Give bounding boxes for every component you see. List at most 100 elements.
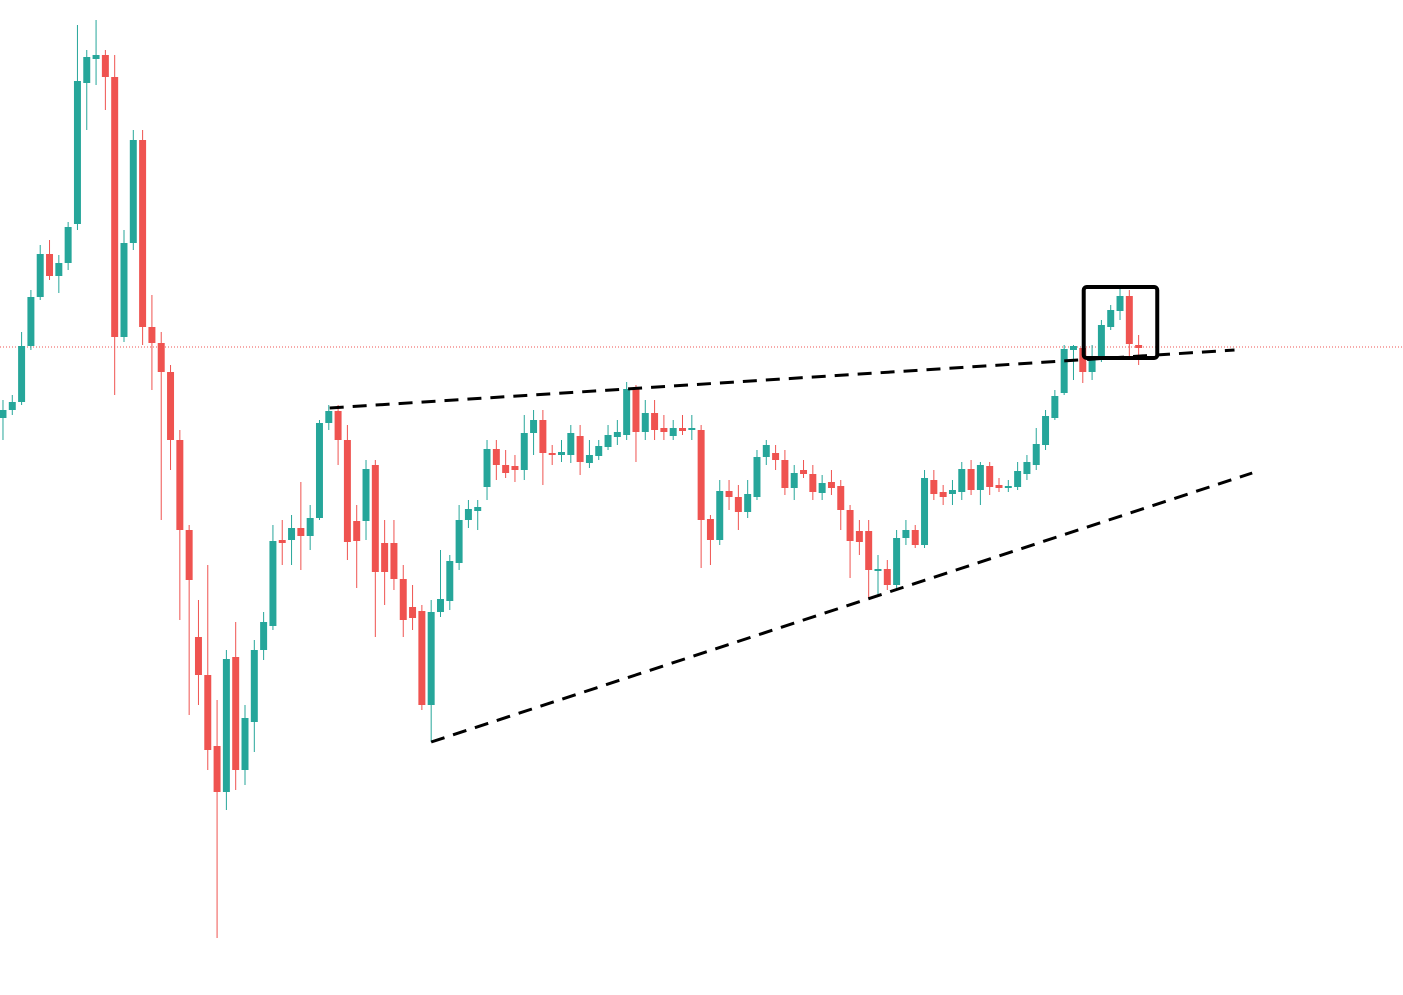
candle-body xyxy=(213,746,221,792)
candle-body xyxy=(222,659,230,792)
candle-body xyxy=(1004,486,1012,488)
candle-body xyxy=(185,530,193,580)
candle-body xyxy=(1097,325,1105,359)
candle-body xyxy=(250,650,258,722)
candle-body xyxy=(111,77,119,337)
candle-body xyxy=(865,531,873,570)
candle-body xyxy=(446,561,454,601)
candle-body xyxy=(744,494,752,512)
candle-body xyxy=(120,243,128,337)
candle-body xyxy=(790,473,798,488)
candle-body xyxy=(371,465,379,572)
candle-body xyxy=(1051,396,1059,418)
candle-body xyxy=(1032,444,1040,465)
candle-body xyxy=(1014,471,1022,487)
candle-body xyxy=(83,57,91,83)
candle-body xyxy=(846,510,854,541)
candle-body xyxy=(269,541,277,626)
candle-body xyxy=(585,455,593,463)
candle-body xyxy=(967,469,975,490)
candle-body xyxy=(1023,462,1031,474)
candle-body xyxy=(315,423,323,518)
candle-body xyxy=(632,389,640,432)
candle-body xyxy=(530,420,538,433)
candle-body xyxy=(1107,310,1115,327)
candle-body xyxy=(511,466,519,470)
candle-body xyxy=(325,411,333,423)
candle-body xyxy=(381,543,389,572)
candle-body xyxy=(176,440,184,530)
trendline xyxy=(430,471,1253,744)
candle-body xyxy=(353,521,361,541)
candle-body xyxy=(986,466,994,487)
candle-body xyxy=(409,607,417,618)
candle-body xyxy=(55,263,63,276)
highlight-box xyxy=(1081,285,1160,360)
candle-body xyxy=(706,519,714,540)
candle-body xyxy=(1079,348,1087,372)
candle-body xyxy=(725,491,733,497)
candle-body xyxy=(837,486,845,510)
candle-body xyxy=(427,612,435,705)
candle-body xyxy=(232,657,240,770)
candle-body xyxy=(194,637,202,675)
candle-body xyxy=(474,507,482,511)
candle-body xyxy=(8,402,16,410)
candle-body xyxy=(288,528,296,540)
candle-body xyxy=(669,428,677,436)
candle-body xyxy=(1135,345,1143,348)
candle-body xyxy=(576,436,584,462)
candle-body xyxy=(995,485,1003,488)
trendline xyxy=(329,348,1235,410)
candle-body xyxy=(297,528,305,536)
candle-body xyxy=(343,440,351,542)
candle-body xyxy=(204,675,212,750)
candle-body xyxy=(976,465,984,490)
candle-body xyxy=(455,520,463,563)
candle-body xyxy=(772,453,780,460)
candle-body xyxy=(390,543,398,579)
candle-body xyxy=(818,483,826,493)
candle-body xyxy=(36,254,44,297)
candle-body xyxy=(697,430,705,520)
candle-body xyxy=(604,435,612,447)
candle-body xyxy=(1116,296,1124,311)
candle-body xyxy=(157,343,165,372)
candle-body xyxy=(73,81,81,224)
candle-body xyxy=(64,227,72,263)
candle-body xyxy=(260,622,268,650)
candle-body xyxy=(781,460,789,488)
candle-body xyxy=(418,611,426,705)
candle-body xyxy=(306,518,314,536)
candle-body xyxy=(762,445,770,457)
candle-body xyxy=(27,297,35,346)
candle-body xyxy=(92,55,100,59)
candle-body xyxy=(641,413,649,432)
candle-body xyxy=(939,492,947,497)
candle-body xyxy=(893,538,901,585)
candle-body xyxy=(1060,349,1068,393)
candle-body xyxy=(520,433,528,470)
candle-body xyxy=(921,478,929,545)
candle-body xyxy=(753,457,761,497)
candle-body xyxy=(948,490,956,494)
candle-body xyxy=(827,482,835,488)
candle-body xyxy=(651,413,659,430)
candle-body xyxy=(167,372,175,440)
candle-body xyxy=(399,579,407,620)
candle-body xyxy=(679,428,687,431)
candle-body xyxy=(101,55,109,77)
candle-body xyxy=(1042,416,1050,445)
candle-body xyxy=(930,480,938,494)
candle-body xyxy=(464,509,472,520)
candle-body xyxy=(660,428,668,432)
candle-body xyxy=(1069,346,1077,350)
candle-body xyxy=(148,327,156,343)
candle-body xyxy=(46,254,54,276)
candle-body xyxy=(1088,358,1096,372)
candle-body xyxy=(800,470,808,474)
candle-body xyxy=(18,346,26,402)
candle-body xyxy=(883,569,891,585)
